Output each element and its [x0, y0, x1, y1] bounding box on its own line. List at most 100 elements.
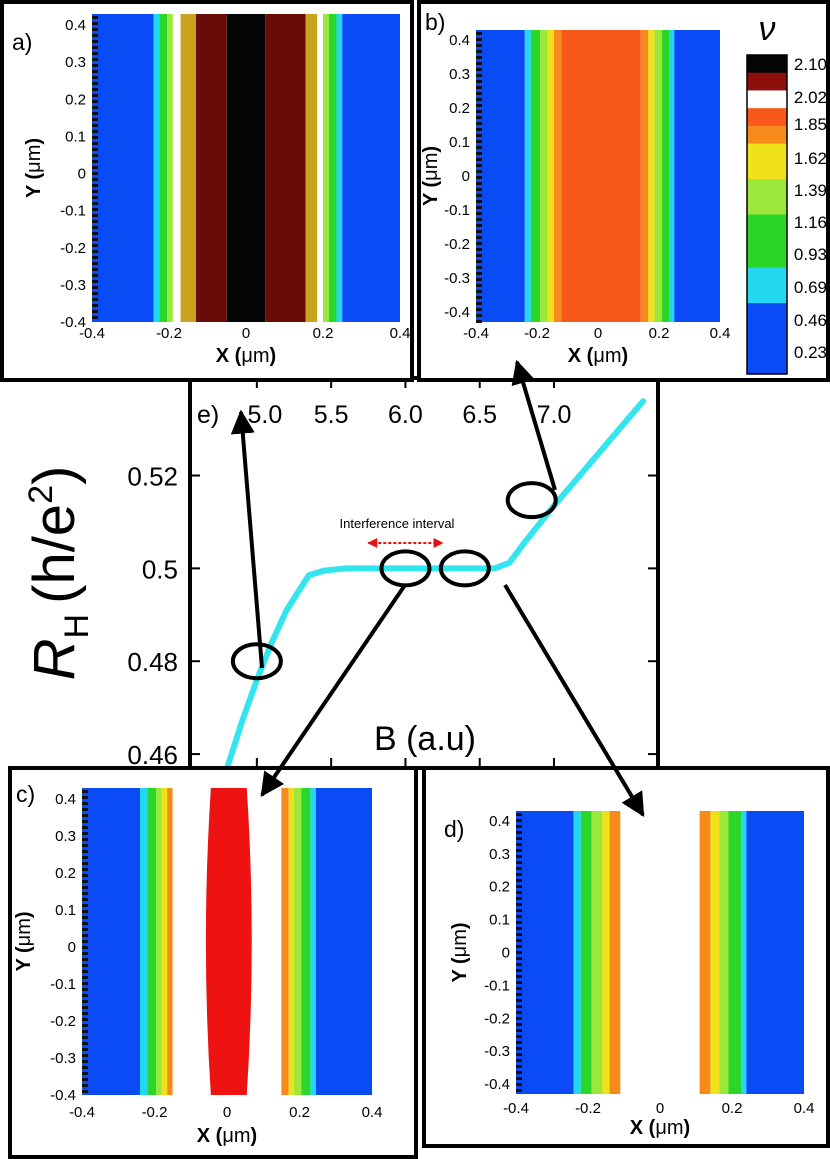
heatmap-tick-mark	[82, 820, 88, 823]
heatmap-tick-mark	[516, 1017, 522, 1020]
heatmap-tick-mark	[516, 843, 522, 846]
xlabel-prefix: X (	[216, 345, 242, 367]
x-tick-label: 6.5	[462, 401, 497, 429]
heatmap-tick-mark	[92, 262, 98, 265]
heatmap-center-island	[205, 788, 252, 1095]
heatmap-x-tick-label: 0	[242, 325, 250, 342]
heatmap-tick-mark	[476, 140, 482, 143]
rh-sub: H	[58, 614, 96, 639]
heatmap-x-tick-label: 0.4	[362, 1104, 383, 1121]
heatmap-stripe	[746, 811, 804, 1094]
heatmap-tick-mark	[516, 1053, 522, 1056]
heatmap-tick-mark	[82, 1084, 88, 1087]
colorbar-tick-label: 0.69	[794, 278, 827, 297]
heatmap-stripe	[147, 788, 157, 1095]
heatmap-x-tick-label: 0.2	[289, 1104, 310, 1121]
heatmap-stripe	[310, 788, 316, 1095]
heatmap-tick-mark	[476, 152, 482, 155]
heatmap-tick-mark	[476, 284, 482, 287]
panel-e: 0.46 0.48 0.5 0.52 5.0 5.5 6.0 6.5 7.0 e) Inter…	[22, 376, 660, 771]
xlabel-suffix: )	[684, 1117, 691, 1139]
heatmap-tick-mark	[82, 1012, 88, 1015]
heatmap-y-tick-label: 0.1	[449, 134, 470, 151]
heatmap-tick-mark	[82, 994, 88, 997]
heatmap-tick-mark	[516, 1029, 522, 1032]
heatmap-tick-mark	[82, 964, 88, 967]
heatmap-y-tick-label: -0.1	[444, 202, 470, 219]
heatmap-tick-mark	[476, 164, 482, 167]
heatmap-tick-mark	[516, 831, 522, 834]
ylabel-suffix: )	[449, 922, 471, 929]
heatmap-tick-mark	[516, 951, 522, 954]
heatmap-tick-mark	[516, 879, 522, 882]
heatmap-x-tick-label: -0.4	[79, 325, 105, 342]
heatmap-x-tick-label: 0.2	[649, 325, 670, 342]
heatmap-xlabel: X (μm)	[568, 345, 628, 367]
heatmap-tick-mark	[476, 200, 482, 203]
heatmap-tick-mark	[92, 214, 98, 217]
ylabel-suffix: )	[420, 146, 442, 153]
ylabel-suffix: )	[13, 911, 35, 918]
colorbar-level	[747, 338, 787, 357]
heatmap-stripe	[140, 788, 148, 1095]
heatmap-x-tick-label: 0.2	[313, 325, 334, 342]
colorbar-level	[747, 179, 787, 198]
heatmap-tick-mark	[82, 886, 88, 889]
x-tick-label: 7.0	[537, 401, 572, 429]
heatmap-tick-mark	[516, 903, 522, 906]
heatmap-y-tick-label: 0	[502, 945, 510, 962]
heatmap-tick-mark	[516, 819, 522, 822]
heatmap-stripe	[699, 811, 711, 1094]
heatmap-tick-mark	[82, 832, 88, 835]
heatmap-y-tick-label: -0.3	[50, 1050, 76, 1067]
heatmap-tick-mark	[92, 34, 98, 37]
colorbar-level	[747, 320, 787, 340]
heatmap-tick-mark	[92, 70, 98, 73]
heatmap-tick-mark	[92, 118, 98, 121]
heatmap-tick-mark	[476, 188, 482, 191]
heatmap-tick-mark	[82, 910, 88, 913]
heatmap-y-tick-label: 0	[68, 939, 76, 956]
y-tick-label: 0.48	[127, 647, 178, 677]
heatmap-tick-mark	[92, 106, 98, 109]
heatmap-x-tick-label: -0.4	[69, 1104, 95, 1121]
heatmap-tick-mark	[92, 148, 98, 151]
heatmap-tick-mark	[516, 1071, 522, 1074]
heatmap-tick-mark	[476, 182, 482, 185]
heatmap-tick-mark	[82, 970, 88, 973]
colorbar-title: ν	[759, 10, 776, 48]
arrow-to-panel-b	[511, 359, 557, 491]
colorbar-frame	[746, 54, 788, 375]
xlabel-unit: μm	[655, 1117, 683, 1139]
heatmap-tick-mark	[82, 1018, 88, 1021]
heatmap-tick-mark	[92, 22, 98, 25]
panel-e-frame	[188, 376, 660, 770]
colorbar-level	[747, 232, 787, 251]
heatmap-tick-mark	[82, 1006, 88, 1009]
heatmap-tick-mark	[476, 116, 482, 119]
heatmap-tick-mark	[476, 110, 482, 113]
curve-marker-ellipse	[505, 481, 558, 520]
heatmap-x-tick-label: 0	[223, 1104, 231, 1121]
heatmap-stripe	[654, 30, 663, 322]
heatmap-ylabel: Y (μm)	[13, 911, 35, 971]
heatmap-stripe	[573, 811, 581, 1094]
heatmap-tick-mark	[92, 190, 98, 193]
panel-e-ylabel: RH (h/e2)	[22, 466, 96, 681]
heatmap-stripe	[540, 30, 548, 322]
heatmap-stripe	[476, 30, 525, 322]
heatmap-tick-mark	[476, 170, 482, 173]
heatmap-tick-mark	[82, 892, 88, 895]
heatmap-stripe	[317, 14, 323, 322]
heatmap-tick-mark	[92, 304, 98, 307]
heatmap-x-tick-label: 0	[656, 1100, 664, 1117]
heatmap-ylabel: Y (μm)	[23, 138, 45, 198]
xlabel-suffix: )	[622, 345, 629, 367]
heatmap-x-tick-label: -0.4	[503, 1100, 529, 1117]
heatmap-y-tick-label: -0.1	[60, 203, 86, 220]
heatmap-stripe	[161, 788, 168, 1095]
heatmap-y-tick-label: 0	[78, 166, 86, 183]
heatmap-tick-mark	[92, 58, 98, 61]
heatmap-stripe	[156, 788, 162, 1095]
heatmap-tick-mark	[516, 1059, 522, 1062]
